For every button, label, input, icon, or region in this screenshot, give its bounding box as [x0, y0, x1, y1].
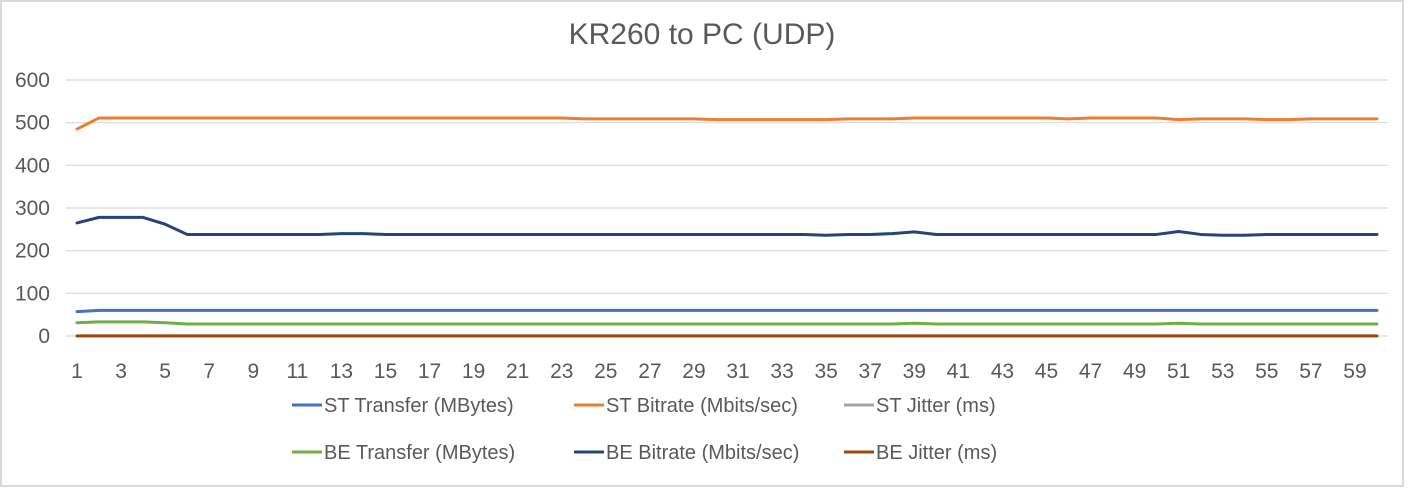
series-line-st-bitrate-mbits-sec: [75, 116, 1379, 131]
series-line-st-transfer-mbytes: [75, 308, 1379, 314]
legend-label: ST Transfer (MBytes): [324, 395, 514, 417]
x-tick-label: 5: [159, 360, 171, 383]
x-tick-label: 41: [947, 360, 970, 383]
x-tick-label: 25: [594, 360, 617, 383]
x-tick-label: 51: [1167, 360, 1190, 383]
y-tick-label: 300: [15, 197, 50, 220]
x-tick-label: 33: [770, 360, 793, 383]
x-tick-label: 21: [506, 360, 529, 383]
x-axis-ticks: 1 3 5 7 9 11 13 15 17 19 21 23 25 27 29 31 33 35 37 39 41 43 4…: [71, 360, 1366, 383]
legend-label: ST Jitter (ms): [876, 395, 996, 417]
x-tick-label: 39: [903, 360, 926, 383]
x-tick-label: 13: [330, 360, 353, 383]
x-tick-label: 7: [203, 360, 215, 383]
x-tick-label: 43: [991, 360, 1014, 383]
x-tick-label: 53: [1211, 360, 1234, 383]
x-tick-label: 59: [1343, 360, 1366, 383]
y-tick-label: 100: [15, 282, 50, 305]
chart-title: KR260 to PC (UDP): [569, 18, 836, 51]
series-line-be-bitrate-mbits-sec: [75, 215, 1379, 237]
x-tick-label: 19: [462, 360, 485, 383]
y-tick-label: 600: [15, 69, 50, 92]
x-tick-label: 49: [1123, 360, 1146, 383]
y-axis-ticks: 0 100 200 300 400 500 600: [15, 69, 50, 348]
x-tick-label: 17: [418, 360, 441, 383]
x-tick-label: 47: [1079, 360, 1102, 383]
legend-label: BE Bitrate (Mbits/sec): [606, 442, 799, 464]
legend-label: BE Transfer (MBytes): [324, 442, 515, 464]
x-tick-label: 9: [247, 360, 259, 383]
legend: ST Transfer (MBytes) ST Bitrate (Mbits/se…: [292, 395, 997, 464]
x-tick-label: 27: [638, 360, 661, 383]
x-tick-label: 31: [726, 360, 749, 383]
y-tick-label: 200: [15, 240, 50, 263]
x-tick-label: 1: [71, 360, 83, 383]
x-tick-label: 45: [1035, 360, 1058, 383]
x-tick-label: 29: [682, 360, 705, 383]
y-tick-label: 400: [15, 154, 50, 177]
legend-label: ST Bitrate (Mbits/sec): [606, 395, 798, 417]
x-tick-label: 55: [1255, 360, 1278, 383]
x-tick-label: 3: [115, 360, 127, 383]
y-tick-label: 500: [15, 112, 50, 135]
x-tick-label: 35: [814, 360, 837, 383]
x-tick-label: 57: [1299, 360, 1322, 383]
series-lines: [75, 116, 1379, 338]
legend-label: BE Jitter (ms): [876, 442, 997, 464]
y-tick-label: 0: [38, 325, 50, 348]
x-tick-label: 23: [550, 360, 573, 383]
x-tick-label: 11: [286, 360, 308, 383]
series-line-be-transfer-mbytes: [75, 320, 1379, 326]
x-tick-label: 15: [374, 360, 397, 383]
x-tick-label: 37: [859, 360, 882, 383]
